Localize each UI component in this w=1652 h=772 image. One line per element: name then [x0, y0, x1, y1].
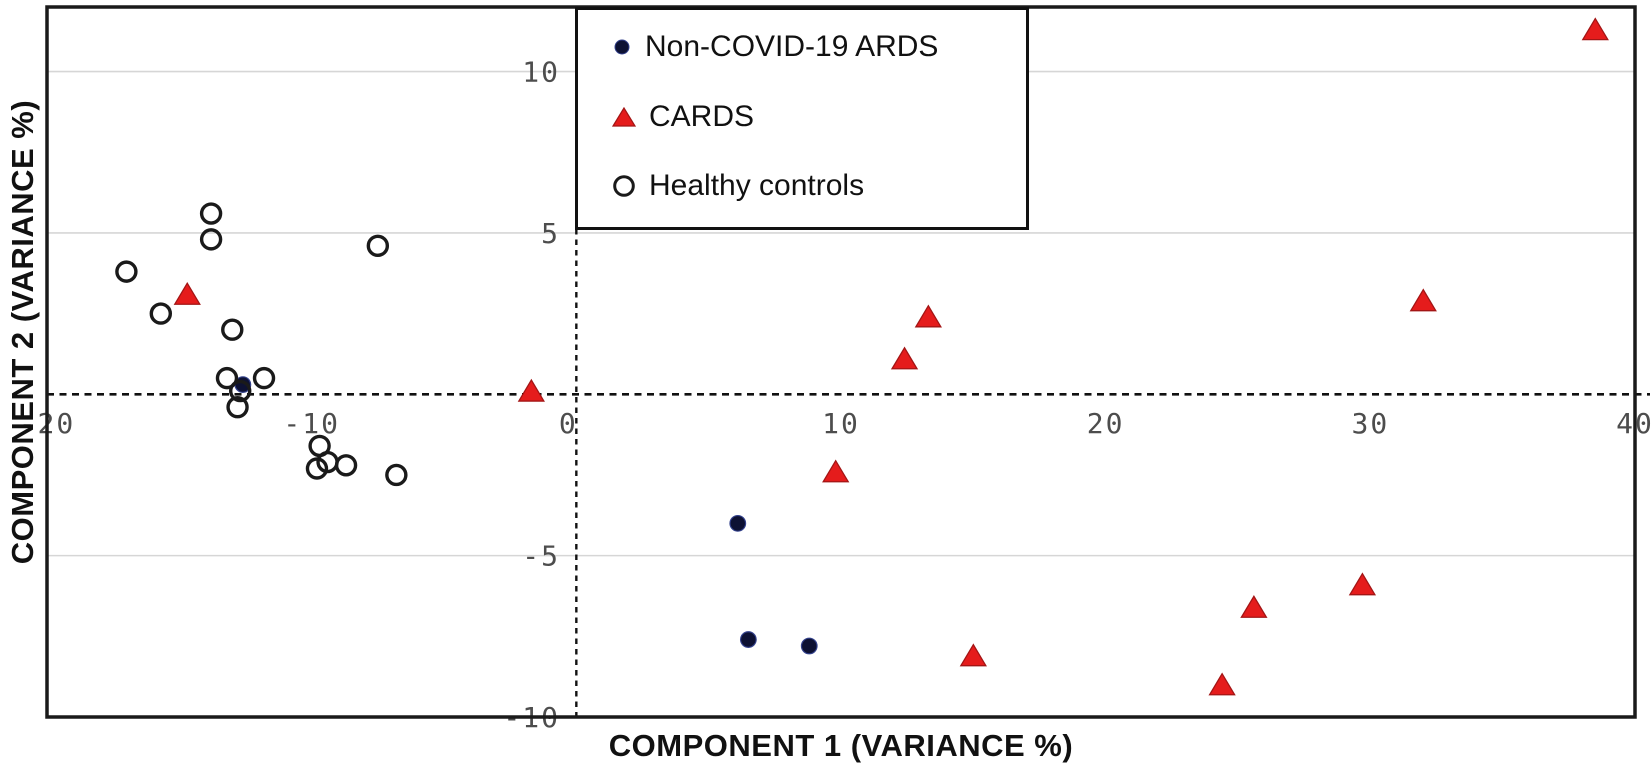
y-axis-title: COMPONENT 2 (VARIANCE %) — [5, 99, 40, 565]
x-tick-label: -10 — [283, 407, 340, 440]
data-point-non-covid-ards — [729, 514, 747, 532]
data-point-healthy-control — [221, 318, 244, 341]
data-point-cards — [1348, 572, 1377, 596]
x-tick-label: 30 — [1351, 407, 1389, 440]
data-point-cards — [1409, 288, 1437, 312]
legend-label: Healthy controls — [649, 169, 865, 202]
data-point-healthy-control — [199, 228, 223, 251]
data-point-healthy-control — [366, 234, 390, 258]
x-tick-label: 10 — [822, 407, 860, 440]
data-point-cards — [1208, 672, 1236, 696]
data-point-healthy-control — [199, 202, 223, 225]
data-point-healthy-control — [149, 302, 173, 325]
data-point-cards — [1240, 595, 1268, 618]
y-tick-label: -5 — [522, 540, 560, 573]
data-point-non-covid-ards — [800, 637, 818, 655]
x-tick-label: 0 — [559, 407, 578, 440]
data-point-cards — [822, 459, 850, 483]
data-point-non-covid-ards — [739, 631, 757, 648]
data-point-healthy-control — [385, 463, 408, 487]
data-point-cards — [517, 378, 545, 402]
legend-label: Non-COVID-19 ARDS — [645, 30, 939, 63]
filled-dot-icon — [614, 39, 630, 55]
data-point-cards — [914, 304, 942, 328]
data-point-cards — [1581, 17, 1609, 41]
data-point-healthy-control — [226, 395, 249, 419]
legend-box: Non-COVID-19 ARDS CARDS Healthy controls — [575, 7, 1029, 230]
x-axis-title: COMPONENT 1 (VARIANCE %) — [608, 728, 1074, 763]
data-point-cards — [173, 281, 201, 305]
data-point-healthy-control — [115, 260, 138, 283]
legend-label: CARDS — [649, 99, 755, 133]
x-tick-label: 20 — [1087, 407, 1125, 440]
y-tick-label: 5 — [541, 217, 560, 250]
data-point-healthy-control — [334, 454, 358, 477]
red-triangle-icon — [612, 106, 636, 127]
data-point-healthy-control — [252, 366, 276, 390]
data-point-cards — [959, 643, 987, 667]
open-circle-icon — [613, 175, 635, 197]
data-point-cards — [890, 346, 919, 370]
legend-item-cards: CARDS — [612, 100, 1016, 134]
data-point-healthy-control — [215, 366, 239, 390]
legend-item-non-covid-ards: Non-COVID-19 ARDS — [612, 30, 1016, 64]
legend-item-healthy-controls: Healthy controls — [612, 169, 1016, 203]
data-point-healthy-control — [229, 379, 252, 403]
y-tick-label: 10 — [522, 56, 560, 89]
